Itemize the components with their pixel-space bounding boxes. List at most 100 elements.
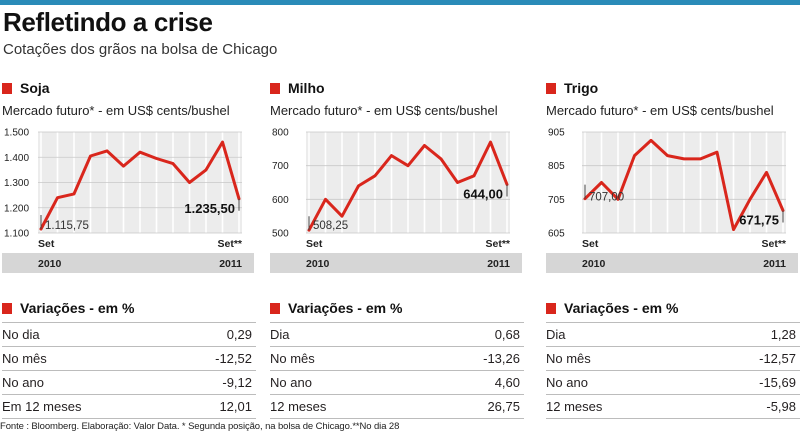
year-label-end: 2011 xyxy=(763,258,786,270)
variations-table: Dia 1,28 No mês -12,57 No ano -15,69 12 mes… xyxy=(546,322,800,419)
row-value: -13,26 xyxy=(483,351,520,366)
page-title: Refletindo a crise xyxy=(3,7,213,37)
panel-soja: Soja Mercado futuro* - em US$ cents/bush… xyxy=(2,76,256,419)
start-value-label: 508,25 xyxy=(313,220,348,232)
y-tick-label: 805 xyxy=(548,161,565,172)
table-row: No ano 4,60 xyxy=(270,371,524,395)
series-line xyxy=(39,140,241,231)
y-tick-label: 605 xyxy=(548,229,565,240)
row-label: No mês xyxy=(546,351,591,366)
variations-table: No dia 0,29 No mês -12,52 No ano -9,12 Em 1… xyxy=(2,322,256,419)
y-tick-label: 905 xyxy=(548,128,565,139)
panel-trigo: Trigo Mercado futuro* - em US$ cents/bus… xyxy=(546,76,800,419)
row-label: No dia xyxy=(2,327,40,342)
chart-milho: 500 600 700 800 508,25 644,00 Set Set** 2010 2011 xyxy=(270,128,522,273)
source-footnote: Fonte : Bloomberg. Elaboração: Valor Dat… xyxy=(0,421,400,432)
unit-label: Mercado futuro* - em US$ cents/bushel xyxy=(2,103,230,118)
panel-title: Trigo xyxy=(546,80,598,98)
row-value: 0,29 xyxy=(226,327,252,342)
table-row: Dia 0,68 xyxy=(270,322,524,347)
panel-title-text: Soja xyxy=(20,80,50,96)
row-label: No ano xyxy=(546,375,588,390)
year-band xyxy=(546,253,798,273)
chart-trigo: 605 705 805 905 707,00 671,75 Set Set** 2010 2011 xyxy=(546,128,798,273)
row-value: 4,60 xyxy=(494,375,520,390)
red-square-icon xyxy=(546,83,556,94)
table-row: No ano -15,69 xyxy=(546,371,800,395)
row-value: -9,12 xyxy=(222,375,252,390)
start-value-label: 1.115,75 xyxy=(45,220,89,232)
row-value: 12,01 xyxy=(219,399,252,414)
row-value: -12,57 xyxy=(759,351,796,366)
variations-title-text: Variações - em % xyxy=(288,300,403,316)
row-value: -5,98 xyxy=(766,399,796,414)
chart-soja: 1.100 1.200 1.300 1.400 1.500 1.115,75 1.235,5… xyxy=(2,128,254,273)
row-value: 1,28 xyxy=(770,327,796,342)
panel-title: Soja xyxy=(2,80,50,98)
y-tick-label: 1.300 xyxy=(4,178,29,189)
y-tick-label: 500 xyxy=(272,229,289,240)
row-label: No mês xyxy=(2,351,47,366)
x-label-start: Set xyxy=(38,238,55,250)
x-label-start: Set xyxy=(306,238,323,250)
series-line xyxy=(307,140,509,232)
year-label-start: 2010 xyxy=(582,258,606,270)
row-value: 26,75 xyxy=(487,399,520,414)
red-square-icon xyxy=(2,303,12,314)
y-tick-label: 1.100 xyxy=(4,229,29,240)
x-label-end: Set** xyxy=(485,238,510,250)
y-tick-label: 1.500 xyxy=(4,128,29,139)
variations-title: Variações - em % xyxy=(2,300,134,316)
table-row: 12 meses -5,98 xyxy=(546,395,800,419)
row-value: -15,69 xyxy=(759,375,796,390)
end-value-label: 671,75 xyxy=(739,213,779,228)
y-tick-label: 600 xyxy=(272,195,289,206)
red-square-icon xyxy=(270,83,280,94)
variations-title-text: Variações - em % xyxy=(20,300,135,316)
table-row: 12 meses 26,75 xyxy=(270,395,524,419)
page-subtitle: Cotações dos grãos na bolsa de Chicago xyxy=(3,41,278,58)
y-tick-label: 800 xyxy=(272,128,289,139)
row-label: Dia xyxy=(270,327,290,342)
unit-label: Mercado futuro* - em US$ cents/bushel xyxy=(270,103,498,118)
x-label-end: Set** xyxy=(761,238,786,250)
y-tick-label: 700 xyxy=(272,161,289,172)
red-square-icon xyxy=(2,83,12,94)
table-row: No ano -9,12 xyxy=(2,371,256,395)
row-label: Dia xyxy=(546,327,566,342)
year-label-start: 2010 xyxy=(306,258,330,270)
variations-title: Variações - em % xyxy=(270,300,402,316)
panel-title-text: Milho xyxy=(288,80,325,96)
year-band xyxy=(270,253,522,273)
year-label-start: 2010 xyxy=(38,258,62,270)
red-square-icon xyxy=(546,303,556,314)
y-tick-label: 705 xyxy=(548,195,565,206)
end-value-label: 644,00 xyxy=(463,187,503,202)
end-value-label: 1.235,50 xyxy=(184,201,235,216)
row-label: No ano xyxy=(2,375,44,390)
y-tick-label: 1.200 xyxy=(4,203,29,214)
panel-milho: Milho Mercado futuro* - em US$ cents/bus… xyxy=(270,76,524,419)
row-label: Em 12 meses xyxy=(2,399,82,414)
row-value: -12,52 xyxy=(215,351,252,366)
variations-title: Variações - em % xyxy=(546,300,678,316)
red-square-icon xyxy=(270,303,280,314)
variations-title-text: Variações - em % xyxy=(564,300,679,316)
year-label-end: 2011 xyxy=(487,258,510,270)
row-label: 12 meses xyxy=(546,399,603,414)
table-row: No mês -12,52 xyxy=(2,347,256,371)
unit-label: Mercado futuro* - em US$ cents/bushel xyxy=(546,103,774,118)
start-value-label: 707,00 xyxy=(589,192,624,204)
series-line xyxy=(583,138,785,232)
row-label: No ano xyxy=(270,375,312,390)
year-label-end: 2011 xyxy=(219,258,242,270)
panel-title-text: Trigo xyxy=(564,80,599,96)
panel-title: Milho xyxy=(270,80,325,98)
row-value: 0,68 xyxy=(494,327,520,342)
x-label-end: Set** xyxy=(217,238,242,250)
table-row: No mês -12,57 xyxy=(546,347,800,371)
y-tick-label: 1.400 xyxy=(4,153,29,164)
table-row: No dia 0,29 xyxy=(2,322,256,347)
top-accent-bar xyxy=(0,0,800,5)
variations-table: Dia 0,68 No mês -13,26 No ano 4,60 12 meses… xyxy=(270,322,524,419)
